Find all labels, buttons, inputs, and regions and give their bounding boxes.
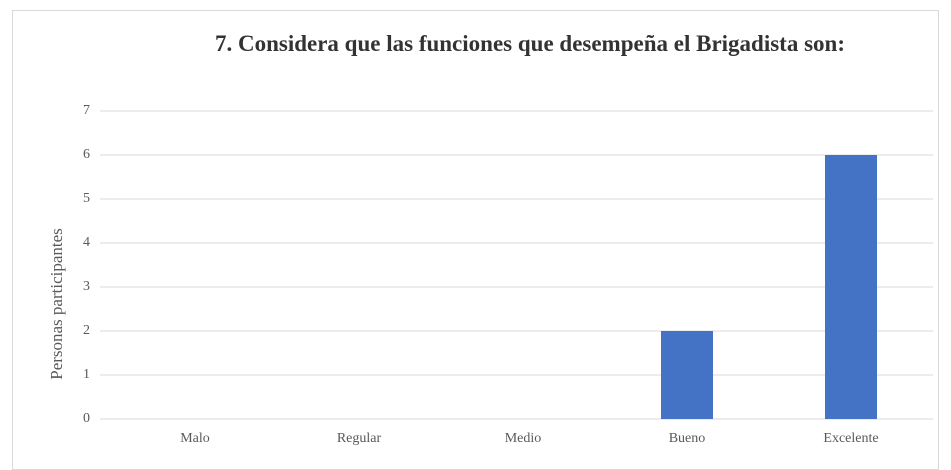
y-tick-label: 6 [83,147,90,162]
x-tick-label: Malo [180,431,210,446]
page: 7. Considera que las funciones que desem… [12,10,939,470]
x-tick-label: Bueno [669,431,706,446]
y-tick-label: 0 [83,411,90,426]
x-tick-label: Excelente [823,431,878,446]
y-tick-label: 3 [83,279,90,294]
y-tick-label: 4 [83,235,90,250]
bar [661,331,713,419]
x-tick-label: Regular [337,431,382,446]
y-tick-label: 1 [83,367,90,382]
y-tick-label: 5 [83,191,90,206]
chart-title: 7. Considera que las funciones que desem… [214,31,845,56]
y-tick-label: 2 [83,323,90,338]
y-axis-label: Personas participantes [47,228,66,380]
y-tick-label: 7 [83,103,90,118]
x-tick-label: Medio [505,431,542,446]
chart: Personas participantes 0 1 2 3 4 5 6 7 Malo Regul… [47,103,933,446]
bar [825,155,877,419]
